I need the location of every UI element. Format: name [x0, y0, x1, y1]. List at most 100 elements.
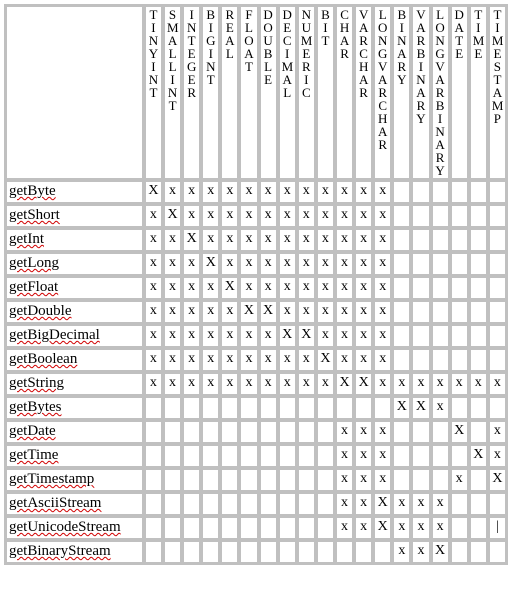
- cell: [202, 517, 219, 539]
- cell: X: [145, 181, 162, 203]
- cell: [470, 541, 487, 563]
- cell: X: [355, 373, 372, 395]
- cell: [145, 397, 162, 419]
- cell: x: [260, 181, 277, 203]
- cell: [470, 301, 487, 323]
- cell: [470, 325, 487, 347]
- cell: x: [336, 421, 353, 443]
- cell: X: [412, 397, 429, 419]
- cell: x: [451, 373, 468, 395]
- cell: [451, 181, 468, 203]
- cell: X: [240, 301, 257, 323]
- cell: x: [240, 229, 257, 251]
- cell: x: [240, 349, 257, 371]
- cell: [393, 349, 410, 371]
- cell: [489, 493, 506, 515]
- table-row: getAsciiStreamxxXxxx: [6, 493, 506, 515]
- col-header: FLOAT: [240, 6, 257, 179]
- cell: [412, 229, 429, 251]
- cell: [202, 421, 219, 443]
- cell: [412, 181, 429, 203]
- row-label: getShort: [6, 205, 143, 227]
- cell: x: [240, 325, 257, 347]
- cell: [451, 229, 468, 251]
- cell: x: [355, 181, 372, 203]
- cell: [470, 205, 487, 227]
- cell: x: [336, 205, 353, 227]
- cell: x: [240, 277, 257, 299]
- cell: x: [336, 301, 353, 323]
- cell: x: [260, 253, 277, 275]
- cell: [470, 277, 487, 299]
- cell: [298, 493, 315, 515]
- cell: x: [298, 277, 315, 299]
- cell: x: [164, 181, 181, 203]
- cell: [393, 301, 410, 323]
- cell: [412, 205, 429, 227]
- cell: x: [412, 493, 429, 515]
- cell: |: [489, 517, 506, 539]
- cell: x: [355, 517, 372, 539]
- cell: [164, 421, 181, 443]
- cell: x: [145, 373, 162, 395]
- cell: [279, 517, 296, 539]
- col-header: DATE: [451, 6, 468, 179]
- cell: x: [355, 493, 372, 515]
- cell: [489, 181, 506, 203]
- cell: [145, 469, 162, 491]
- row-label: getFloat: [6, 277, 143, 299]
- cell: x: [183, 205, 200, 227]
- cell: x: [432, 493, 449, 515]
- cell: x: [393, 493, 410, 515]
- cell: x: [260, 373, 277, 395]
- cell: [489, 229, 506, 251]
- cell: x: [317, 205, 334, 227]
- cell: x: [145, 349, 162, 371]
- cell: [317, 517, 334, 539]
- cell: [393, 277, 410, 299]
- cell: [355, 397, 372, 419]
- cell: [240, 493, 257, 515]
- col-header: CHAR: [336, 6, 353, 179]
- cell: [183, 397, 200, 419]
- row-label: getDouble: [6, 301, 143, 323]
- cell: x: [164, 301, 181, 323]
- cell: [393, 445, 410, 467]
- row-label: getString: [6, 373, 143, 395]
- cell: X: [317, 349, 334, 371]
- cell: x: [393, 517, 410, 539]
- cell: [164, 517, 181, 539]
- col-header: NUMERIC: [298, 6, 315, 179]
- cell: X: [260, 301, 277, 323]
- cell: x: [183, 325, 200, 347]
- row-label: getBoolean: [6, 349, 143, 371]
- cell: [298, 397, 315, 419]
- row-label: getLong: [6, 253, 143, 275]
- col-header: TINYINT: [145, 6, 162, 179]
- cell: [298, 469, 315, 491]
- cell: x: [221, 349, 238, 371]
- cell: [279, 469, 296, 491]
- cell: x: [470, 373, 487, 395]
- cell: [145, 541, 162, 563]
- cell: x: [183, 181, 200, 203]
- cell: [336, 541, 353, 563]
- cell: x: [202, 301, 219, 323]
- cell: [240, 397, 257, 419]
- cell: x: [489, 421, 506, 443]
- cell: [240, 541, 257, 563]
- cell: [260, 493, 277, 515]
- cell: x: [317, 301, 334, 323]
- cell: [298, 421, 315, 443]
- cell: x: [374, 349, 391, 371]
- cell: X: [183, 229, 200, 251]
- cell: [451, 301, 468, 323]
- cell: x: [317, 325, 334, 347]
- cell: [374, 541, 391, 563]
- cell: x: [374, 301, 391, 323]
- cell: [451, 325, 468, 347]
- cell: [298, 445, 315, 467]
- cell: [393, 229, 410, 251]
- cell: [279, 541, 296, 563]
- cell: x: [202, 205, 219, 227]
